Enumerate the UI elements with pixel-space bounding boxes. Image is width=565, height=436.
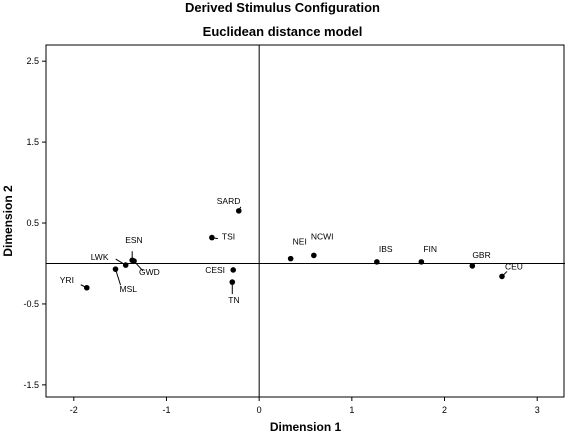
data-point — [209, 234, 215, 241]
point-label: LWK — [91, 252, 109, 262]
point-label: CEU — [505, 261, 523, 271]
data-point — [311, 252, 317, 259]
x-tick-label: 2 — [442, 405, 447, 415]
data-point — [469, 263, 476, 269]
x-tick-label: -1 — [162, 405, 170, 415]
point-label: TSI — [222, 232, 235, 242]
y-tick-label: 2.5 — [26, 56, 39, 66]
x-tick-label: -2 — [70, 405, 78, 415]
point-label: MSL — [120, 284, 138, 294]
data-point — [112, 266, 119, 272]
chart-title: Derived Stimulus Configuration — [184, 0, 380, 15]
x-tick-label: 1 — [349, 405, 354, 415]
data-point — [418, 259, 425, 265]
data-point — [499, 273, 505, 280]
point-label: GBR — [472, 250, 490, 260]
y-tick-label: 0.5 — [26, 218, 39, 228]
data-point — [83, 284, 90, 291]
point-label: NCWI — [311, 231, 334, 241]
point-label: CESI — [205, 265, 225, 275]
data-point — [235, 208, 242, 214]
y-tick-label: -1.5 — [23, 380, 39, 390]
data-point — [122, 262, 129, 268]
y-tick-label: 1.5 — [26, 137, 39, 147]
y-axis-title: Dimension 2 — [1, 185, 15, 257]
point-label: SARD — [217, 196, 241, 206]
data-point — [287, 255, 294, 262]
x-axis-title: Dimension 1 — [270, 420, 342, 434]
data-point — [374, 259, 380, 265]
point-label: YRI — [60, 275, 74, 285]
point-label: NEI — [293, 237, 307, 247]
data-point — [229, 279, 236, 285]
point-label: GWD — [139, 267, 160, 277]
y-tick-label: -0.5 — [23, 299, 39, 309]
chart-subtitle: Euclidean distance model — [202, 24, 363, 39]
x-tick-label: 0 — [257, 405, 262, 415]
data-point — [131, 258, 137, 264]
data-point — [230, 267, 237, 273]
point-label: ESN — [125, 235, 142, 245]
plot-frame — [45, 44, 565, 398]
point-label: IBS — [379, 244, 393, 254]
point-label: FIN — [423, 244, 437, 254]
point-label: TN — [228, 295, 239, 305]
x-tick-label: 3 — [535, 405, 540, 415]
